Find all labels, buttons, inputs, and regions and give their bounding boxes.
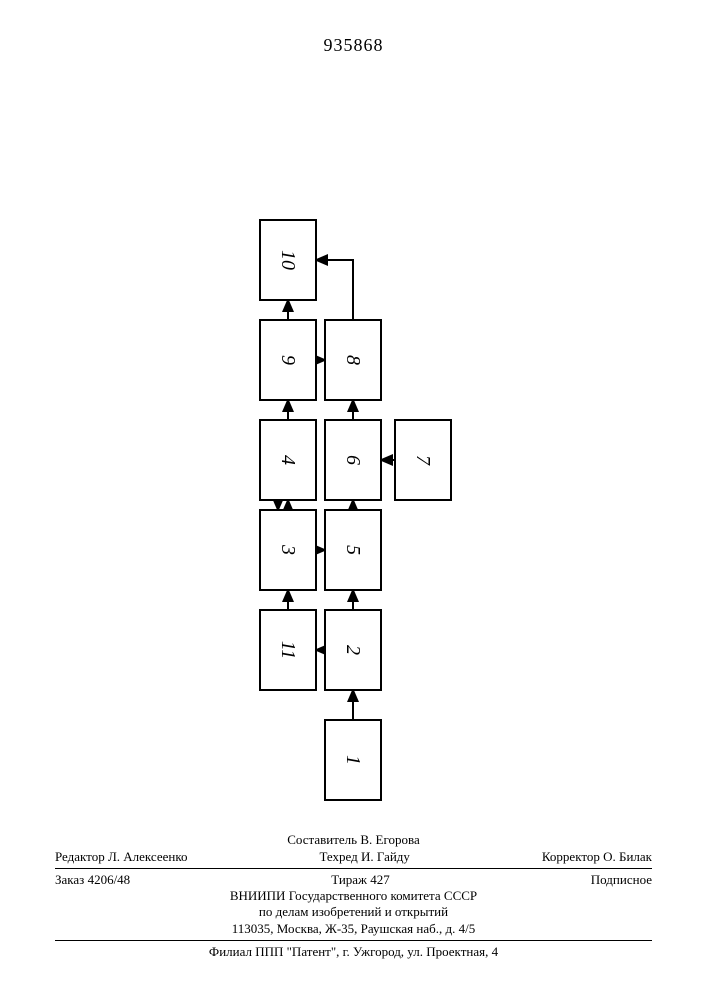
node-label-8: 8 <box>342 355 364 365</box>
node-3: 3 <box>260 510 316 590</box>
node-5: 5 <box>325 510 381 590</box>
node-8: 8 <box>325 320 381 400</box>
node-2: 2 <box>325 610 381 690</box>
node-label-6: 6 <box>342 455 364 465</box>
node-11: 11 <box>260 610 316 690</box>
node-label-4: 4 <box>277 455 299 465</box>
node-1: 1 <box>325 720 381 800</box>
subscription: Подписное <box>591 872 652 888</box>
node-label-5: 5 <box>342 545 364 555</box>
node-label-2: 2 <box>342 645 364 655</box>
org-line2: по делам изобретений и открытий <box>55 904 652 920</box>
org-line1: ВНИИПИ Государственного комитета СССР <box>55 888 652 904</box>
block-diagram: 1 2 11 3 5 4 6 7 9 8 10 <box>0 90 707 820</box>
compiler: Составитель В. Егорова <box>287 832 419 848</box>
tech-editor: Техред И. Гайду <box>319 849 409 865</box>
edge-n8-n10 <box>316 260 353 320</box>
node-4: 4 <box>260 420 316 500</box>
node-7: 7 <box>395 420 451 500</box>
node-label-11: 11 <box>277 641 299 660</box>
document-number: 935868 <box>0 35 707 56</box>
page-root: 935868 1 2 11 3 5 4 6 7 9 8 10 Составитель В. Егор… <box>0 0 707 1000</box>
node-10: 10 <box>260 220 316 300</box>
node-label-10: 10 <box>277 250 299 270</box>
footer-block: Составитель В. Егорова Редактор Л. Алекс… <box>55 832 652 960</box>
circulation: Тираж 427 <box>331 872 390 888</box>
node-label-7: 7 <box>412 455 434 466</box>
address: 113035, Москва, Ж-35, Раушская наб., д. … <box>55 921 652 937</box>
order: Заказ 4206/48 <box>55 872 130 888</box>
node-label-3: 3 <box>277 544 299 555</box>
node-9: 9 <box>260 320 316 400</box>
editor: Редактор Л. Алексеенко <box>55 849 188 865</box>
corrector: Корректор О. Билак <box>542 849 652 865</box>
branch: Филиал ППП "Патент", г. Ужгород, ул. Про… <box>55 944 652 960</box>
node-label-1: 1 <box>342 755 364 765</box>
node-label-9: 9 <box>277 355 299 365</box>
node-6: 6 <box>325 420 381 500</box>
